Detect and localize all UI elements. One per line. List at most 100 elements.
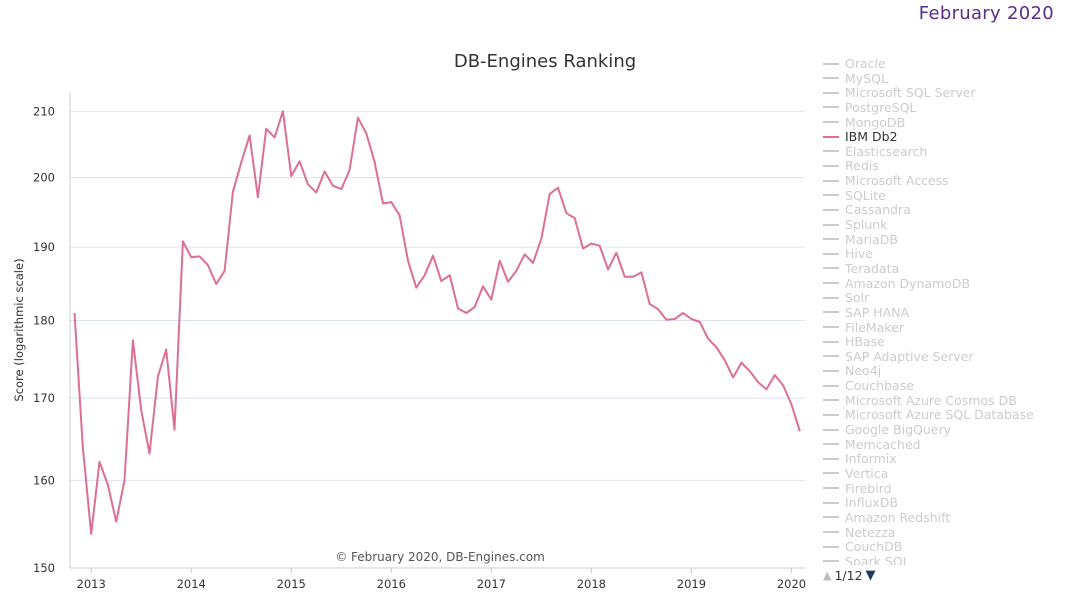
x-tick-label: 2015 [277, 577, 306, 591]
legend-item-label: Google BigQuery [845, 422, 952, 438]
legend-line-icon [823, 106, 839, 109]
legend-item-label: Microsoft Access [845, 173, 949, 189]
legend-item[interactable]: MySQL [823, 71, 1063, 87]
legend-item-label: Vertica [845, 465, 889, 481]
legend-item[interactable]: Oracle [823, 57, 1063, 72]
legend-item-label: MariaDB [845, 231, 898, 247]
legend-item-label: Teradata [845, 260, 900, 276]
legend-item-label: Solr [845, 290, 870, 306]
legend-item-label: Microsoft SQL Server [845, 85, 976, 101]
legend-item[interactable]: Spark SQL [823, 553, 1063, 565]
legend-item[interactable]: Solr [823, 290, 1063, 306]
legend-line-icon [823, 560, 839, 563]
legend-item-label: Spark SQL [845, 553, 910, 565]
legend-item[interactable]: PostgreSQL [823, 100, 1063, 116]
x-tick-label: 2013 [77, 577, 106, 591]
triangle-up-icon[interactable]: ▲ [823, 569, 832, 582]
legend-item[interactable]: Splunk [823, 217, 1063, 233]
legend-item-label: Oracle [845, 57, 886, 71]
legend-line-icon [823, 135, 839, 138]
x-tick-label: 2017 [477, 577, 506, 591]
legend-item-label: Couchbase [845, 378, 914, 394]
legend-line-icon [823, 326, 839, 329]
legend-item[interactable]: SAP Adaptive Server [823, 349, 1063, 365]
legend-item-label: MongoDB [845, 114, 906, 130]
legend-item-label: IBM Db2 [845, 129, 898, 145]
legend-item[interactable]: Cassandra [823, 203, 1063, 218]
legend-line-icon [823, 208, 839, 211]
legend-line-icon [823, 428, 839, 431]
legend-item[interactable]: Amazon DynamoDB [823, 275, 1063, 292]
legend-item[interactable]: Teradata [823, 260, 1063, 277]
legend-line-icon [823, 91, 839, 94]
legend-item[interactable]: Microsoft Access [823, 173, 1063, 189]
legend-item[interactable]: Couchbase [823, 378, 1063, 394]
legend-item[interactable]: Memcached [823, 437, 1063, 453]
legend-item[interactable]: Microsoft SQL Server [823, 85, 1063, 101]
legend-item[interactable]: Amazon Redshift [823, 509, 1063, 526]
legend-line-icon [823, 384, 839, 387]
legend-line-icon [823, 150, 839, 153]
legend-line-icon [823, 516, 839, 519]
legend-line-icon [823, 443, 839, 446]
y-tick-label: 210 [33, 104, 55, 118]
legend-item-label: HBase [845, 334, 885, 350]
legend-item-label: Hive [845, 246, 873, 262]
legend-item[interactable]: Netezza [823, 525, 1063, 541]
legend-pager: ▲ 1/12 ▼ [823, 568, 876, 583]
series-line-ibm-db2[interactable] [73, 110, 801, 535]
legend-item-label: InfluxDB [845, 495, 899, 511]
legend-item-label: Neo4j [845, 363, 882, 379]
legend-line-icon [823, 501, 839, 504]
y-tick-label: 180 [33, 314, 55, 328]
legend-item[interactable]: SAP HANA [823, 304, 1063, 321]
corner-date: February 2020 [918, 3, 1054, 24]
legend-item[interactable]: Redis [823, 159, 1063, 174]
legend-line-icon [823, 340, 839, 343]
legend-line-icon [823, 413, 839, 416]
y-tick-labels: 150 160 170 180 190 200 210 [33, 104, 55, 575]
legend-item[interactable]: MongoDB [823, 114, 1063, 131]
legend-item[interactable]: Microsoft Azure Cosmos DB [823, 393, 1063, 409]
x-tick-labels: 2013 2014 2015 2016 2017 2018 2019 2020 [77, 568, 806, 591]
legend-item-label: FileMaker [845, 319, 904, 335]
legend-item[interactable]: Hive [823, 247, 1063, 262]
legend-line-icon [823, 194, 839, 197]
legend-item[interactable]: Google BigQuery [823, 422, 1063, 438]
legend-line-icon [823, 355, 839, 358]
legend-item[interactable]: CouchDB [823, 539, 1063, 555]
legend-item[interactable]: MariaDB [823, 231, 1063, 248]
legend-line-icon [823, 179, 839, 182]
legend-item[interactable]: Elasticsearch [823, 144, 1063, 160]
x-tick-label: 2018 [577, 577, 606, 591]
legend-line-icon [823, 399, 839, 402]
triangle-down-icon[interactable]: ▼ [865, 568, 876, 583]
legend-item[interactable]: IBM Db2 [823, 129, 1063, 145]
chart-title: DB-Engines Ranking [454, 51, 636, 72]
chart-credit: © February 2020, DB-Engines.com [335, 550, 545, 564]
legend-line-icon [823, 121, 839, 124]
legend-line-icon [823, 164, 839, 167]
legend-item[interactable]: Informix [823, 451, 1063, 467]
legend-item[interactable]: FileMaker [823, 319, 1063, 336]
legend-item[interactable]: SQLite [823, 188, 1063, 204]
legend-line-icon [823, 62, 839, 65]
legend-item[interactable]: Neo4j [823, 364, 1063, 379]
y-tick-label: 200 [33, 170, 55, 184]
legend-item-label: Amazon DynamoDB [845, 275, 971, 291]
ranking-chart: DB-Engines Ranking 150 160 170 180 190 200 210… [12, 51, 806, 591]
legend-item[interactable]: Vertica [823, 465, 1063, 482]
legend-item[interactable]: HBase [823, 334, 1063, 350]
y-tick-label: 160 [33, 473, 55, 487]
series-group [73, 110, 801, 535]
legend-line-icon [823, 487, 839, 490]
legend-item[interactable]: Firebird [823, 481, 1063, 497]
legend-item[interactable]: InfluxDB [823, 495, 1063, 511]
legend-item[interactable]: Microsoft Azure SQL Database [823, 408, 1063, 423]
legend-line-icon [823, 531, 839, 533]
legend-item-label: Amazon Redshift [845, 509, 951, 525]
legend-item-label: CouchDB [845, 539, 903, 555]
legend-item-label: SAP HANA [845, 304, 910, 320]
y-tick-label: 190 [33, 240, 55, 254]
